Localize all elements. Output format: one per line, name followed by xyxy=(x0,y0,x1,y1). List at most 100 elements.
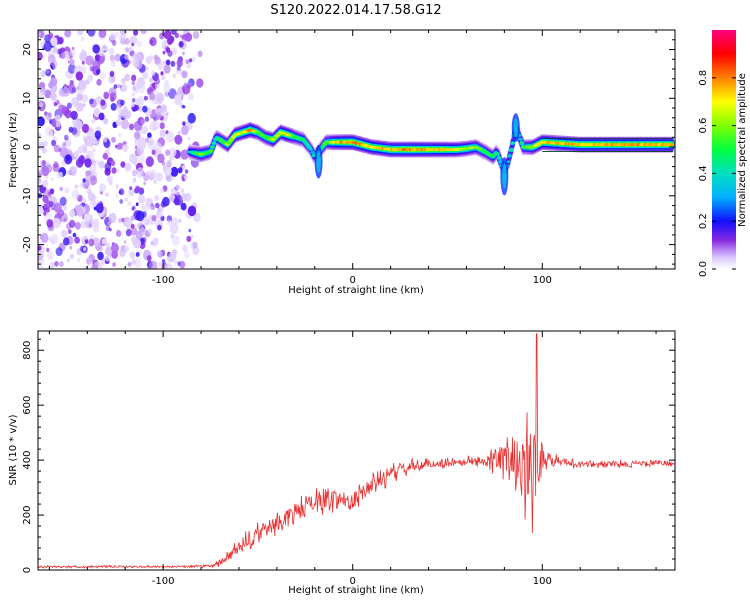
noise-blob xyxy=(84,158,92,168)
noise-blob xyxy=(173,197,180,206)
noise-blob xyxy=(89,98,94,105)
noise-blob xyxy=(153,179,158,185)
noise-blob xyxy=(95,69,101,75)
noise-blob xyxy=(108,212,117,224)
noise-blob xyxy=(167,37,174,45)
colorbar-ticks: 0.0 0.2 0.4 0.6 0.8 xyxy=(698,70,736,277)
noise-blob xyxy=(131,258,137,265)
ridge-segment xyxy=(226,141,232,144)
noise-blob xyxy=(58,147,62,152)
noise-blob xyxy=(45,175,48,180)
noise-blob xyxy=(120,245,128,255)
noise-blob xyxy=(170,217,179,228)
noise-blob xyxy=(151,149,156,155)
noise-blob xyxy=(74,184,79,189)
snr-x-tick-label: 100 xyxy=(533,576,552,587)
noise-blob xyxy=(135,202,139,206)
noise-blob xyxy=(64,187,70,194)
noise-blob xyxy=(76,93,83,102)
ridge-segment xyxy=(308,148,314,151)
noise-blob xyxy=(93,107,101,118)
noise-blob xyxy=(108,47,115,56)
noise-blob xyxy=(156,250,163,258)
noise-blob xyxy=(69,209,76,218)
noise-blob xyxy=(177,167,183,174)
noise-blob xyxy=(162,50,166,55)
snr-panel: -100 0 100 0 200 400 600 800 Height of straight… xyxy=(8,330,676,596)
noise-blob xyxy=(130,226,138,236)
noise-blob xyxy=(48,236,52,242)
snr-y-tick-label: 0 xyxy=(22,567,33,573)
noise-blob xyxy=(64,109,72,119)
noise-blob xyxy=(142,71,149,80)
noise-blob xyxy=(62,237,70,246)
noise-blob xyxy=(163,64,171,74)
noise-blob xyxy=(75,71,84,81)
noise-blob xyxy=(191,56,197,63)
noise-blob xyxy=(130,102,135,108)
noise-blob xyxy=(145,56,152,65)
noise-blob xyxy=(147,132,152,139)
noise-blob xyxy=(185,59,190,65)
noise-blob xyxy=(138,139,147,150)
noise-blob xyxy=(42,195,49,204)
noise-blob xyxy=(171,47,178,56)
noise-blob xyxy=(62,87,70,97)
noise-blob xyxy=(49,188,55,195)
noise-blob xyxy=(166,160,172,168)
noise-blob xyxy=(111,136,116,143)
noise-blob xyxy=(132,237,142,249)
noise-blob xyxy=(121,119,130,130)
noise-blob xyxy=(114,53,122,62)
noise-blob xyxy=(138,154,146,165)
spectrogram-y-tick-label: -20 xyxy=(22,236,33,252)
noise-blob xyxy=(128,46,133,52)
noise-blob xyxy=(62,141,66,147)
noise-blob xyxy=(92,61,96,66)
noise-blob xyxy=(137,96,145,106)
noise-blob xyxy=(145,66,150,71)
noise-blob xyxy=(168,251,177,262)
noise-blob xyxy=(115,184,120,190)
noise-blob xyxy=(109,70,115,77)
noise-blob xyxy=(85,257,92,265)
noise-blob xyxy=(108,180,113,186)
ridge-segment xyxy=(304,142,309,145)
noise-blob xyxy=(131,206,135,211)
noise-blob xyxy=(74,222,81,230)
noise-blob xyxy=(81,94,89,103)
noise-blob xyxy=(99,183,106,193)
noise-blob xyxy=(69,58,75,66)
noise-blob xyxy=(134,145,138,150)
noise-blob xyxy=(81,202,86,208)
noise-blob xyxy=(159,122,165,130)
noise-blob xyxy=(77,257,81,263)
noise-blob xyxy=(161,74,166,81)
noise-blob xyxy=(149,120,158,132)
noise-blob xyxy=(188,228,192,233)
noise-blob xyxy=(76,30,83,36)
noise-blob xyxy=(176,65,181,71)
colorbar-tick-label: 0.0 xyxy=(698,261,709,277)
noise-blob xyxy=(142,105,148,113)
noise-blob xyxy=(115,119,122,126)
noise-blob xyxy=(196,78,204,88)
ridge-segment xyxy=(495,152,500,156)
snr-y-tick-label: 400 xyxy=(22,451,33,470)
noise-blob xyxy=(149,260,158,269)
noise-blob xyxy=(136,77,145,88)
noise-blob xyxy=(163,83,171,94)
noise-blob xyxy=(161,259,166,264)
noise-blob xyxy=(69,219,76,228)
noise-blob xyxy=(124,197,128,202)
noise-blob xyxy=(38,245,42,251)
noise-blob xyxy=(98,112,105,121)
noise-blob xyxy=(160,71,164,76)
noise-blob xyxy=(125,47,130,53)
colorbar-gradient xyxy=(712,30,736,269)
noise-blob xyxy=(88,126,93,133)
noise-blob xyxy=(71,189,80,200)
noise-blob xyxy=(190,234,194,239)
noise-blob xyxy=(117,113,122,120)
